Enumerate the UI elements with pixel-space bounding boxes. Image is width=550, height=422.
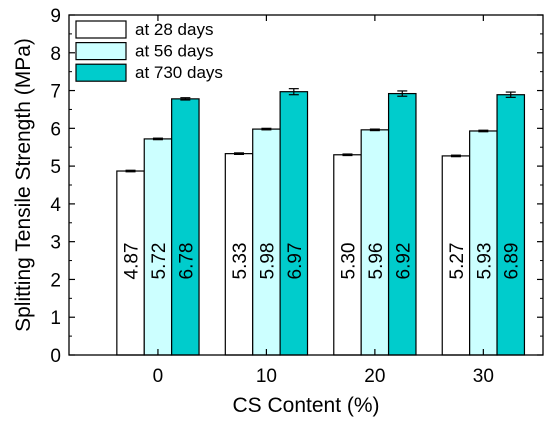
bar-value-label: 5.72 bbox=[149, 243, 170, 280]
bar bbox=[387, 92, 417, 356]
y-tick-label: 3 bbox=[50, 233, 61, 254]
y-tick-label: 8 bbox=[50, 44, 61, 65]
x-tick-label: 20 bbox=[364, 366, 385, 387]
y-axis-title: Splitting Tensile Strength (MPa) bbox=[12, 38, 35, 332]
legend-label: at 28 days bbox=[135, 20, 213, 39]
bar-value-label: 6.89 bbox=[502, 243, 523, 280]
y-tick-label: 0 bbox=[50, 346, 61, 367]
legend-swatch bbox=[75, 63, 127, 82]
bar bbox=[469, 130, 498, 356]
bar-value-label: 6.78 bbox=[176, 243, 197, 280]
bar-value-label: 6.92 bbox=[393, 243, 414, 280]
y-tick-label: 7 bbox=[50, 82, 61, 103]
legend-swatch bbox=[75, 41, 127, 61]
x-tick-label: 30 bbox=[473, 366, 494, 387]
bar bbox=[441, 155, 471, 356]
legend-swatch bbox=[75, 20, 127, 39]
bar-value-label: 5.93 bbox=[474, 243, 495, 280]
bar-value-label: 5.27 bbox=[447, 243, 468, 280]
bar bbox=[496, 94, 526, 356]
bar-value-label: 5.98 bbox=[257, 243, 278, 280]
legend-label: at 56 days bbox=[135, 42, 213, 61]
y-axis: 0 1 2 3 4 5 6 7 8 9 bbox=[50, 6, 543, 367]
y-tick-label: 6 bbox=[50, 119, 61, 140]
y-tick-label: 2 bbox=[50, 270, 61, 291]
x-axis-title: CS Content (%) bbox=[232, 394, 379, 417]
legend-label: at 730 days bbox=[135, 63, 223, 82]
bar-value-label: 4.87 bbox=[122, 243, 143, 280]
y-tick-label: 4 bbox=[50, 195, 61, 216]
bar-value-label: 6.97 bbox=[285, 243, 306, 280]
bar-value-label: 5.96 bbox=[366, 243, 387, 280]
bar-value-label: 5.33 bbox=[230, 243, 251, 280]
bar bbox=[360, 129, 390, 356]
y-tick-label: 5 bbox=[50, 157, 61, 178]
bar bbox=[116, 170, 145, 356]
bar bbox=[279, 91, 309, 356]
y-tick-label: 9 bbox=[50, 6, 61, 27]
x-axis: 0 10 20 30 bbox=[153, 15, 494, 387]
legend: at 28 days at 56 days at 730 days bbox=[75, 20, 223, 82]
y-tick-label: 1 bbox=[50, 308, 61, 329]
x-tick-label: 10 bbox=[256, 366, 277, 387]
bar bbox=[171, 98, 200, 356]
bars-layer: 4.87 5.72 6.78 5.33 5.98 6.97 5.30 5.96 6.92 5.27… bbox=[116, 88, 526, 356]
bar bbox=[252, 128, 281, 356]
x-tick-label: 0 bbox=[153, 366, 164, 387]
bar-value-label: 5.30 bbox=[338, 243, 359, 280]
